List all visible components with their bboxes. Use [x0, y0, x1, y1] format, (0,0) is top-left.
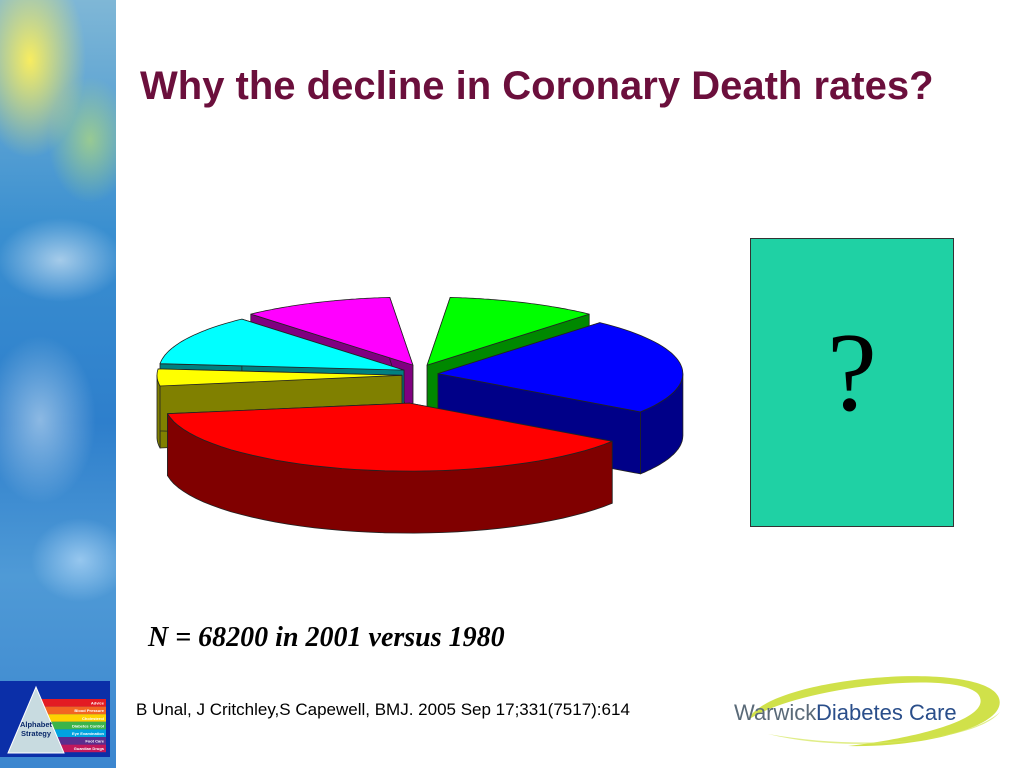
alphabet-band-label: Guardian Drugs	[74, 746, 105, 751]
alphabet-band-label: Advice	[91, 701, 105, 706]
alphabet-band	[40, 729, 106, 737]
alphabet-strategy-logo: Advice Blood Pressure Cholesterol Diabetes …	[0, 681, 110, 757]
warwick-logo-word2: Diabetes Care	[816, 700, 957, 725]
alphabet-band	[40, 721, 106, 730]
warwick-diabetes-care-logo: Warwick Diabetes Care	[734, 676, 1000, 747]
alphabet-band-label: Diabetes Control	[72, 723, 104, 728]
decorative-sidebar	[0, 0, 116, 768]
alphabet-band-label: Blood Pressure	[74, 708, 104, 713]
alphabet-band-label: Cholesterol	[82, 716, 104, 721]
warwick-logo-word1: Warwick	[734, 700, 817, 725]
alphabet-band-label: Foot Care	[85, 739, 104, 744]
alphabet-band	[40, 706, 106, 715]
slide-title: Why the decline in Coronary Death rates?	[140, 64, 934, 108]
pie-slice-3	[167, 402, 613, 534]
sample-size-note: N = 68200 in 2001 versus 1980	[148, 622, 505, 653]
alphabet-band	[40, 699, 106, 707]
question-box: ?	[750, 238, 954, 527]
question-mark: ?	[827, 310, 877, 435]
alphabet-band-label: Eye Examination	[72, 731, 105, 736]
pie-slice-2	[437, 322, 684, 475]
alphabet-logo-line2: Strategy	[21, 729, 52, 738]
pie-chart	[156, 297, 684, 534]
alphabet-band	[40, 737, 106, 745]
alphabet-band	[40, 714, 106, 722]
alphabet-band	[40, 744, 106, 753]
citation: B Unal, J Critchley,S Capewell, BMJ. 200…	[136, 700, 630, 719]
alphabet-logo-line1: Alphabet	[20, 720, 53, 729]
